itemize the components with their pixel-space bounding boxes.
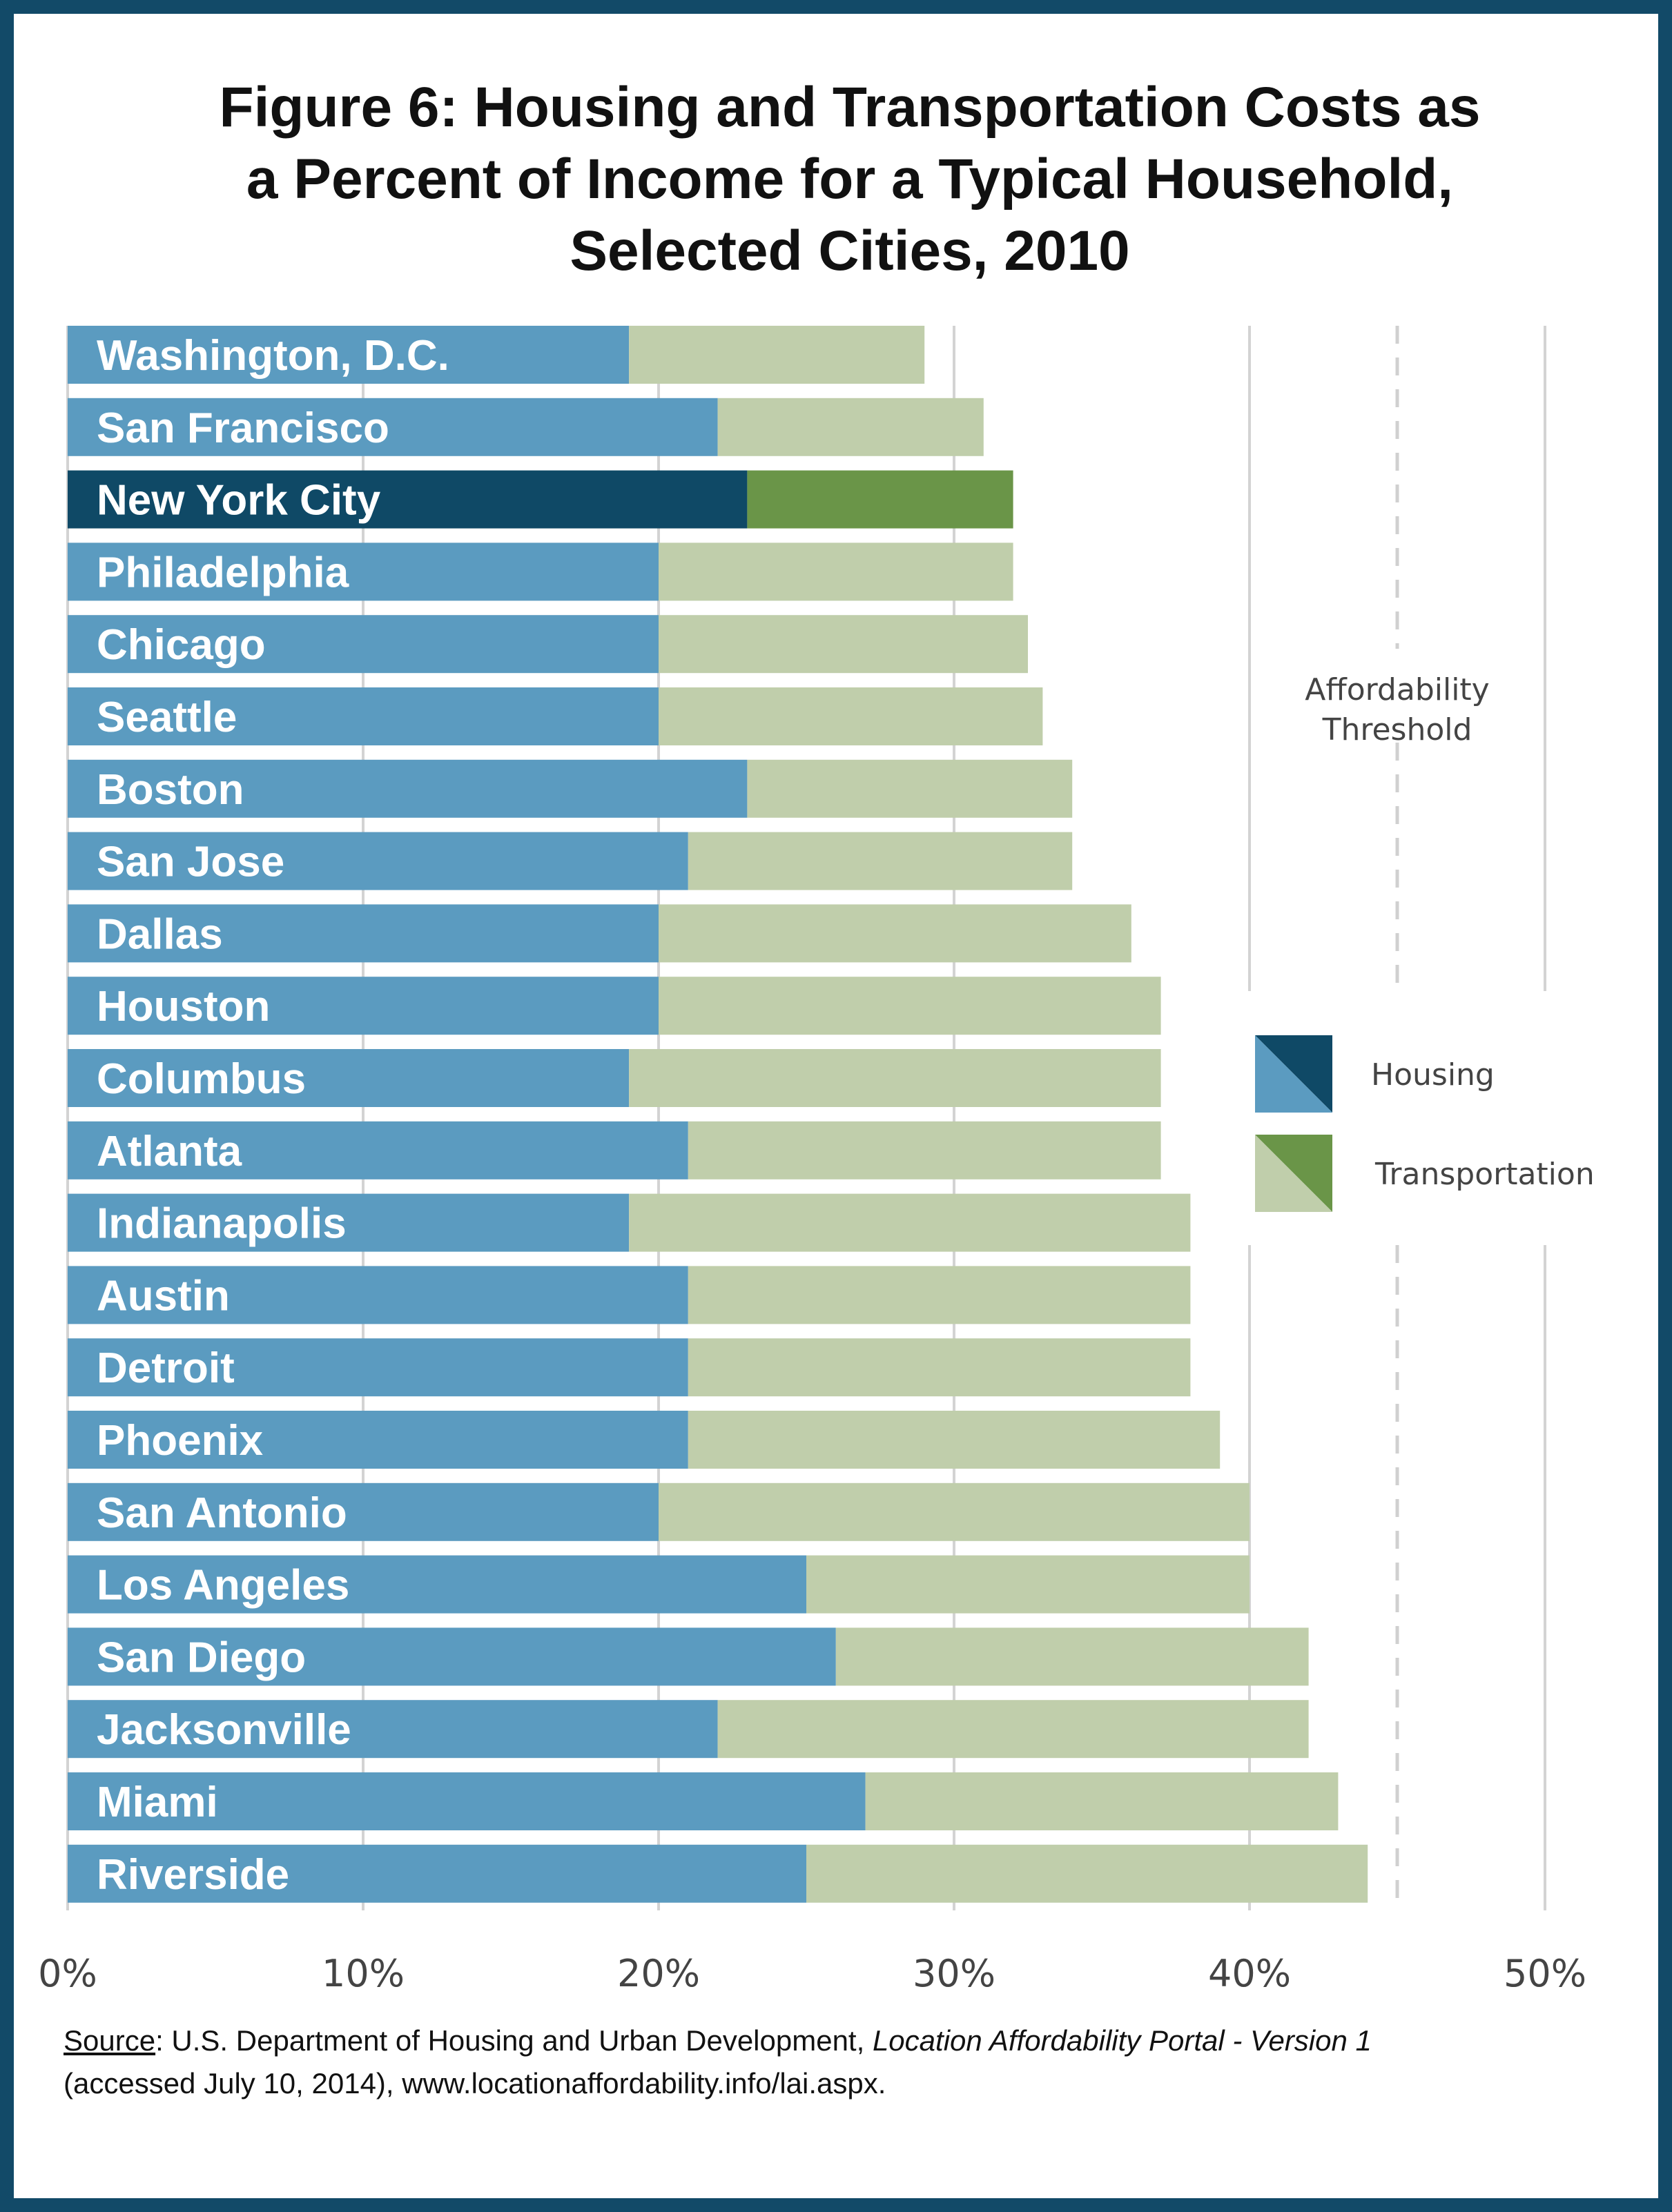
transportation-bar <box>747 759 1073 818</box>
transportation-bar <box>806 1844 1368 1903</box>
x-tick-label: 0% <box>38 1952 97 1995</box>
housing-bar <box>68 326 630 384</box>
transportation-bar <box>688 1121 1161 1180</box>
city-label: Houston <box>97 983 270 1030</box>
transportation-bar <box>865 1772 1339 1830</box>
city-label: Jacksonville <box>97 1706 351 1754</box>
x-tick-label: 50% <box>1504 1952 1586 1995</box>
city-label: Boston <box>97 766 244 814</box>
transportation-bar <box>659 615 1028 674</box>
housing-bar <box>68 1266 688 1324</box>
city-label: San Diego <box>97 1634 306 1681</box>
housing-bar <box>68 470 748 529</box>
housing-bar <box>68 1482 659 1541</box>
city-label: San Jose <box>97 839 284 886</box>
housing-bar <box>68 977 659 1035</box>
x-tick-label: 20% <box>617 1952 700 1995</box>
transportation-bar <box>688 1411 1221 1469</box>
housing-bar <box>68 1772 866 1830</box>
housing-bar <box>68 542 659 601</box>
city-label: San Francisco <box>97 404 389 452</box>
housing-bar <box>68 904 659 963</box>
legend-label: Transportation <box>1374 1157 1595 1192</box>
transportation-bar <box>659 977 1161 1035</box>
city-label: Los Angeles <box>97 1562 349 1609</box>
transportation-bar <box>629 1049 1161 1107</box>
city-label: Chicago <box>97 621 266 669</box>
housing-bar <box>68 759 748 818</box>
housing-bar <box>68 1121 688 1180</box>
source-text: : U.S. Department of Housing and Urban D… <box>155 2024 873 2057</box>
transportation-bar <box>835 1627 1309 1686</box>
housing-bar <box>68 1411 688 1469</box>
transportation-bar <box>688 1338 1191 1397</box>
source-note: Source: U.S. Department of Housing and U… <box>64 2019 1617 2105</box>
city-label: San Antonio <box>97 1489 347 1537</box>
city-label: Columbus <box>97 1055 306 1103</box>
city-label: Indianapolis <box>97 1200 347 1248</box>
legend-swatch-light <box>1255 1035 1332 1113</box>
housing-bar <box>68 1338 688 1397</box>
city-label: Riverside <box>97 1851 289 1899</box>
transportation-bar <box>659 542 1013 601</box>
transportation-bar <box>688 832 1073 890</box>
transportation-bar <box>629 326 925 384</box>
housing-bar <box>68 1844 806 1903</box>
transportation-bar <box>806 1555 1250 1614</box>
transportation-bar <box>659 904 1131 963</box>
source-title: Location Affordability Portal - Version … <box>872 2024 1372 2057</box>
city-label: Detroit <box>97 1344 235 1392</box>
city-label: Miami <box>97 1779 218 1826</box>
city-label: New York City <box>97 477 381 525</box>
city-label: Austin <box>97 1272 230 1320</box>
chart-title-line: a Percent of Income for a Typical Househ… <box>246 148 1454 211</box>
transportation-bar <box>747 470 1013 529</box>
housing-bar <box>68 1193 630 1252</box>
housing-bar <box>68 1700 718 1759</box>
x-tick-label: 40% <box>1208 1952 1291 1995</box>
source-line-2: (accessed July 10, 2014), www.locationaf… <box>64 2067 886 2100</box>
housing-bar <box>68 1049 630 1107</box>
threshold-label: Threshold <box>1322 712 1472 747</box>
chart-title: Figure 6: Housing and Transportation Cos… <box>97 72 1603 287</box>
city-label: Dallas <box>97 910 223 958</box>
legend-swatch-light <box>1255 1135 1332 1212</box>
transportation-bar <box>659 687 1043 745</box>
city-label: Philadelphia <box>97 549 349 596</box>
housing-bar <box>68 398 718 456</box>
transportation-bar <box>717 1700 1309 1759</box>
housing-bar <box>68 832 688 890</box>
transportation-bar <box>717 398 984 456</box>
legend-label: Housing <box>1371 1057 1495 1093</box>
city-label: Washington, D.C. <box>97 332 449 380</box>
chart-title-line: Figure 6: Housing and Transportation Cos… <box>219 76 1481 139</box>
housing-bar <box>68 687 659 745</box>
housing-bar <box>68 1555 806 1614</box>
housing-bar <box>68 615 659 674</box>
source-prefix: Source <box>64 2024 156 2057</box>
transportation-bar <box>629 1193 1191 1252</box>
x-tick-label: 10% <box>322 1952 405 1995</box>
transportation-bar <box>659 1482 1250 1541</box>
source-line-1: Source: U.S. Department of Housing and U… <box>64 2019 1617 2062</box>
city-label: Seattle <box>97 694 237 741</box>
city-label: Phoenix <box>97 1417 264 1465</box>
threshold-label: Affordability <box>1305 672 1489 707</box>
transportation-bar <box>688 1266 1191 1324</box>
city-label: Atlanta <box>97 1128 242 1175</box>
x-tick-label: 30% <box>913 1952 995 1995</box>
housing-bar <box>68 1627 836 1686</box>
chart-title-line: Selected Cities, 2010 <box>570 219 1130 282</box>
